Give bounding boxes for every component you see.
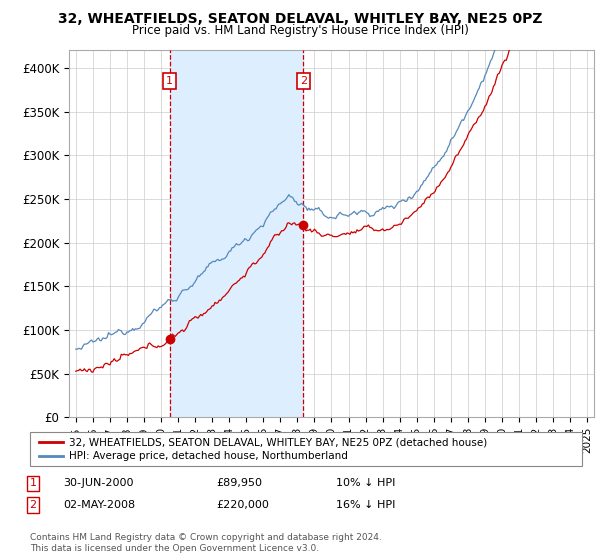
Text: 1: 1 [166, 76, 173, 86]
Text: 10% ↓ HPI: 10% ↓ HPI [336, 478, 395, 488]
Text: 2: 2 [29, 500, 37, 510]
Text: Price paid vs. HM Land Registry's House Price Index (HPI): Price paid vs. HM Land Registry's House … [131, 24, 469, 37]
Text: 1: 1 [29, 478, 37, 488]
Text: HPI: Average price, detached house, Northumberland: HPI: Average price, detached house, Nort… [69, 451, 348, 461]
Text: 2: 2 [300, 76, 307, 86]
Text: 32, WHEATFIELDS, SEATON DELAVAL, WHITLEY BAY, NE25 0PZ: 32, WHEATFIELDS, SEATON DELAVAL, WHITLEY… [58, 12, 542, 26]
Text: £220,000: £220,000 [216, 500, 269, 510]
Text: 30-JUN-2000: 30-JUN-2000 [63, 478, 133, 488]
Text: 16% ↓ HPI: 16% ↓ HPI [336, 500, 395, 510]
Bar [170, 50, 304, 417]
Text: Contains HM Land Registry data © Crown copyright and database right 2024.
This d: Contains HM Land Registry data © Crown c… [30, 533, 382, 553]
Text: 32, WHEATFIELDS, SEATON DELAVAL, WHITLEY BAY, NE25 0PZ (detached house): 32, WHEATFIELDS, SEATON DELAVAL, WHITLEY… [69, 437, 487, 447]
Text: £89,950: £89,950 [216, 478, 262, 488]
Text: 02-MAY-2008: 02-MAY-2008 [63, 500, 135, 510]
